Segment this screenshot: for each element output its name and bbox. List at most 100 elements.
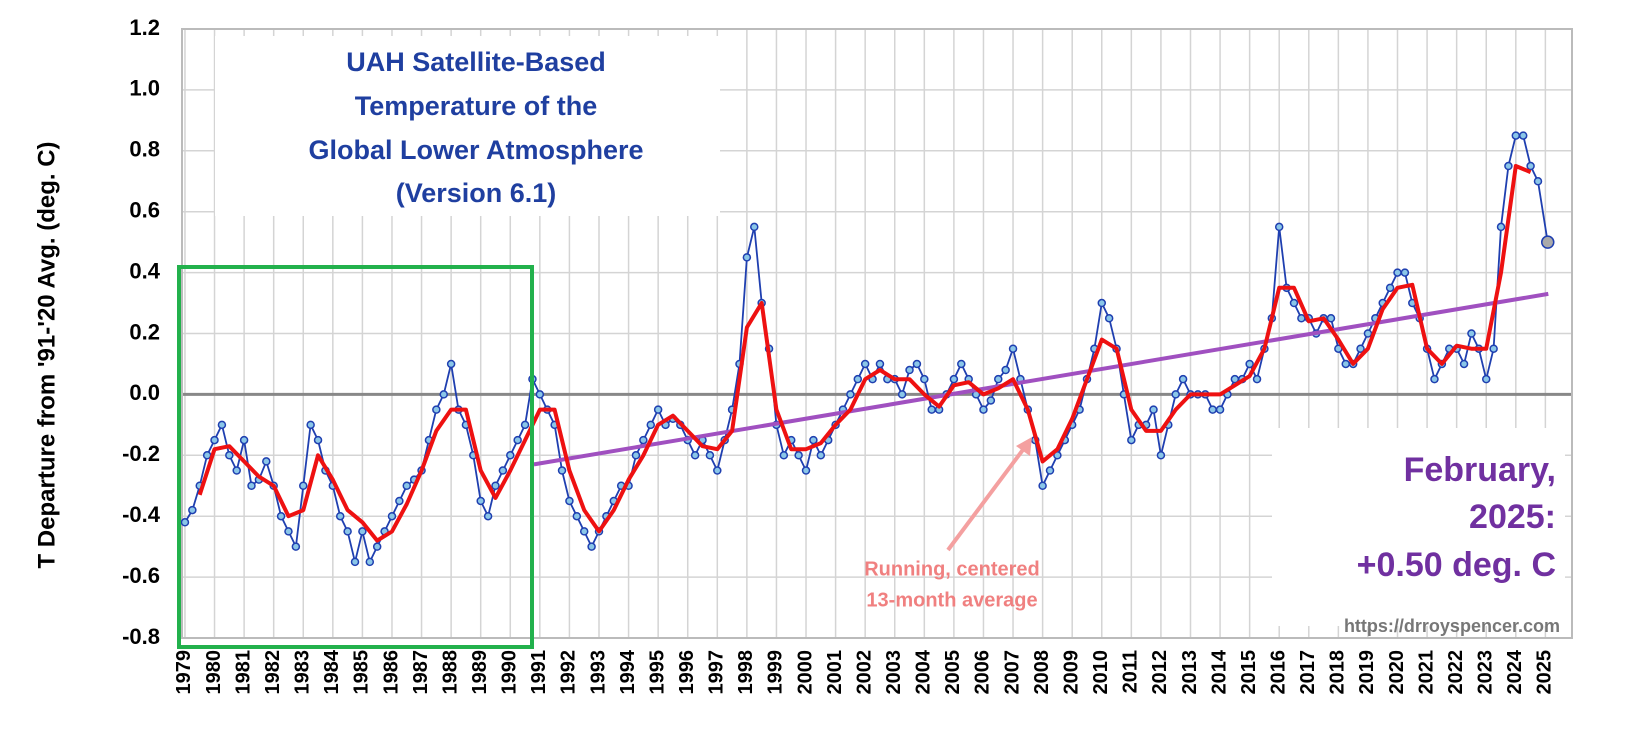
data-point [350, 557, 360, 567]
data-point [306, 420, 315, 430]
data-point [1053, 451, 1062, 460]
data-point [1104, 314, 1114, 323]
data-point [395, 496, 404, 506]
data-point [365, 557, 375, 567]
running-average [197, 164, 1532, 543]
data-point [180, 518, 190, 527]
data-point [994, 374, 1003, 384]
data-point [439, 390, 448, 399]
x-tick-label: 2003 [883, 650, 905, 695]
data-point [343, 527, 352, 536]
x-tick-label: 2019 [1356, 650, 1378, 695]
x-tick-label: 1993 [587, 650, 609, 695]
data-point [653, 405, 663, 414]
x-tick-label: 2018 [1327, 650, 1349, 695]
x-tick-label: 2022 [1445, 650, 1467, 695]
data-point [1038, 481, 1047, 490]
data-point [1208, 405, 1217, 414]
data-point [690, 451, 700, 460]
y-tick-label: 0.2 [129, 319, 160, 344]
data-point [210, 435, 219, 445]
y-tick-label: -0.8 [122, 624, 160, 649]
data-point [1171, 390, 1180, 399]
x-tick-label: 2023 [1475, 650, 1497, 695]
data-point [750, 222, 759, 232]
data-point [1341, 359, 1351, 369]
source: https://drroyspencer.com [1344, 616, 1560, 636]
data-point [1127, 435, 1136, 445]
data-point [979, 405, 988, 414]
data-point [646, 420, 656, 430]
data-point [476, 496, 485, 506]
x-tick-label: 2016 [1267, 650, 1289, 695]
data-point [498, 466, 508, 475]
x-tick-label: 2006 [972, 650, 994, 695]
x-tick-label: 1982 [262, 650, 284, 695]
data-point [513, 435, 522, 445]
data-point [520, 420, 530, 430]
chart-title: Global Lower Atmosphere [308, 135, 643, 165]
data-point [1526, 161, 1535, 171]
x-tick-label: 2013 [1179, 650, 1201, 695]
data-point [705, 451, 715, 460]
x-tick-label: 1989 [469, 650, 491, 695]
x-tick-label: 2020 [1386, 650, 1408, 695]
annotation-arrow [946, 445, 1027, 552]
data-point [1178, 374, 1188, 384]
x-tick-label: 2017 [1297, 650, 1319, 695]
x-tick-label: 1991 [528, 650, 550, 695]
data-point [188, 505, 197, 515]
plot-frame [181, 28, 1573, 639]
data-point [905, 365, 914, 375]
title-backdrop [215, 36, 720, 216]
x-tick-label: 1997 [706, 650, 728, 695]
x-tick-label: 1998 [735, 650, 757, 695]
data-point [1504, 161, 1513, 171]
y-tick-label: 1.0 [129, 76, 160, 101]
data-point [276, 511, 286, 521]
data-point [387, 511, 397, 521]
x-tick-label: 2001 [824, 650, 846, 695]
data-point [579, 527, 589, 536]
y-tick-label: 0.0 [129, 380, 160, 405]
x-tick-label: 2000 [794, 650, 816, 695]
x-tick-label: 1996 [676, 650, 698, 695]
x-tick-label: 2004 [913, 649, 935, 694]
data-point [897, 390, 907, 399]
x-tick-label: 1984 [321, 649, 343, 694]
data-point [358, 527, 367, 536]
data-point [927, 405, 936, 414]
data-point [986, 396, 996, 405]
y-tick-label: 0.4 [129, 258, 160, 283]
x-tick-label: 1985 [351, 650, 373, 695]
x-tick-label: 2008 [1031, 650, 1053, 695]
x-tick-label: 1992 [558, 650, 580, 695]
data-point [225, 451, 234, 460]
latest-annotation: +0.50 deg. C [1357, 546, 1556, 584]
data-point [565, 496, 574, 506]
data-point [535, 390, 545, 399]
x-tick-label: 2009 [1060, 650, 1082, 695]
data-point [1393, 268, 1402, 277]
y-tick-label: -0.6 [122, 563, 160, 588]
latest-annotation: 2025: [1469, 498, 1556, 536]
data-point [912, 359, 922, 369]
annotation-arrowhead [1016, 437, 1032, 456]
data-point [1252, 374, 1262, 384]
x-tick-label: 1995 [646, 650, 668, 695]
data-point [853, 374, 863, 384]
data-point [291, 542, 301, 551]
x-tick-label: 2010 [1090, 650, 1112, 695]
x-tick-label: 2015 [1238, 650, 1260, 695]
data-point [1274, 222, 1284, 232]
data-point [1459, 359, 1469, 369]
data-point [446, 359, 456, 369]
x-tick-label: 1986 [380, 650, 402, 695]
x-tick-label: 1980 [203, 650, 225, 695]
data-point [1496, 222, 1506, 232]
data-point [1481, 374, 1491, 384]
data-point [1008, 344, 1018, 353]
data-point [299, 481, 308, 490]
average-annotation: Running, centered [864, 558, 1040, 580]
data-point [1511, 131, 1521, 140]
